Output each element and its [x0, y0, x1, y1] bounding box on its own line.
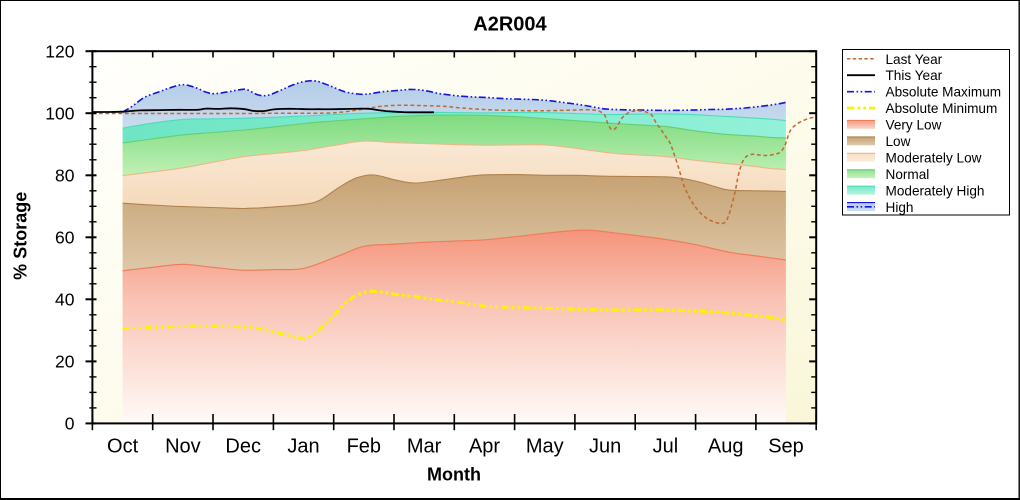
svg-text:Last Year: Last Year: [886, 52, 943, 67]
svg-text:60: 60: [55, 228, 75, 248]
svg-text:Moderately Low: Moderately Low: [886, 151, 982, 166]
svg-text:Very Low: Very Low: [886, 118, 942, 133]
svg-text:Aug: Aug: [708, 436, 744, 458]
svg-text:Jan: Jan: [287, 436, 319, 458]
svg-text:% Storage: % Storage: [11, 192, 31, 280]
svg-text:Jul: Jul: [653, 436, 679, 458]
svg-text:Jun: Jun: [589, 436, 621, 458]
svg-text:Low: Low: [886, 134, 911, 149]
svg-text:40: 40: [55, 290, 75, 310]
svg-text:0: 0: [65, 414, 75, 434]
svg-text:Oct: Oct: [107, 436, 139, 458]
svg-text:Feb: Feb: [347, 436, 381, 458]
svg-text:Mar: Mar: [407, 436, 442, 458]
svg-text:100: 100: [45, 103, 74, 123]
svg-text:20: 20: [55, 352, 75, 372]
svg-text:Dec: Dec: [225, 436, 261, 458]
svg-text:Absolute Maximum: Absolute Maximum: [886, 85, 1002, 100]
svg-text:120: 120: [45, 41, 74, 61]
svg-text:Apr: Apr: [469, 436, 500, 458]
svg-text:May: May: [526, 436, 564, 458]
svg-text:This Year: This Year: [886, 68, 943, 83]
svg-text:Sep: Sep: [768, 436, 804, 458]
svg-text:Nov: Nov: [165, 436, 201, 458]
svg-text:Month: Month: [427, 465, 481, 485]
svg-text:80: 80: [55, 166, 75, 186]
svg-text:High: High: [886, 200, 914, 215]
svg-text:Absolute Minimum: Absolute Minimum: [886, 101, 998, 116]
svg-text:Normal: Normal: [886, 167, 930, 182]
svg-text:Moderately High: Moderately High: [886, 183, 985, 198]
svg-text:A2R004: A2R004: [473, 14, 547, 36]
